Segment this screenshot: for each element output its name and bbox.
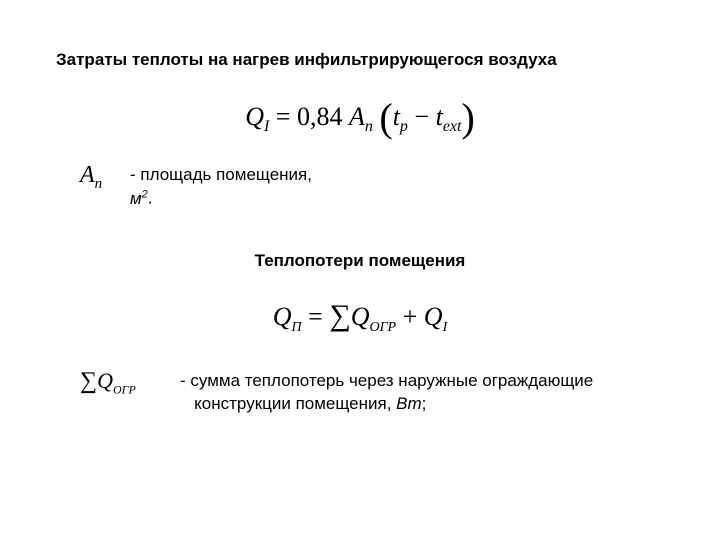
- def-area-unit-post: .: [148, 189, 153, 208]
- def-sum-line1: сумма теплопотерь через наружные огражда…: [190, 371, 593, 390]
- def-sum-unit: Вт: [396, 394, 422, 413]
- f2-q2sub: I: [443, 320, 448, 335]
- formula-infiltration: QI = 0,84 Aп (tp − text): [56, 98, 664, 138]
- def-area-text: - площадь помещения, м2.: [130, 162, 312, 211]
- definition-sum-enclosure: ∑QОГР - сумма теплопотерь через наружные…: [56, 368, 664, 416]
- def-sum-line2-post: ;: [422, 394, 427, 413]
- f2-lhs-sub: П: [292, 320, 302, 335]
- def-area-unit-pre: м: [130, 189, 142, 208]
- def-a-sub: п: [95, 176, 103, 192]
- def-area-symbol: Aп: [80, 162, 130, 193]
- fq-t2sub: ext: [443, 118, 462, 135]
- fq-minus: −: [408, 102, 436, 131]
- f2-lhs: Q: [273, 302, 292, 331]
- def-sum-var: Q: [97, 368, 113, 393]
- f2-q1: Q: [351, 302, 370, 331]
- fq-var: Q: [245, 102, 264, 131]
- def-sum-dash: -: [180, 371, 190, 390]
- fq-rp: ): [461, 95, 474, 140]
- fq-a: A: [349, 102, 365, 131]
- def-sum-line2-pre: конструкции помещения,: [194, 394, 396, 413]
- fq-t1: t: [393, 102, 400, 131]
- def-sum-symbol: ∑QОГР: [80, 368, 176, 397]
- f2-q1sub: ОГР: [369, 320, 396, 335]
- def-sum-sigma: ∑: [80, 368, 97, 394]
- def-area-line1: - площадь помещения,: [130, 165, 312, 184]
- fq-lp: (: [379, 95, 392, 140]
- def-sum-sub: ОГР: [113, 382, 136, 396]
- fq-coeff: 0,84: [297, 102, 349, 131]
- fq-eq: =: [269, 102, 297, 131]
- f2-plus: +: [396, 302, 424, 331]
- fq-asub: п: [365, 118, 373, 135]
- fq-t1sub: p: [400, 118, 408, 135]
- definition-area: Aп - площадь помещения, м2.: [56, 162, 664, 211]
- f2-eq: =: [302, 302, 330, 331]
- def-a-var: A: [80, 162, 95, 188]
- heading-heatloss: Теплопотери помещения: [56, 251, 664, 271]
- def-sum-text: - сумма теплопотерь через наружные ограж…: [176, 368, 593, 416]
- formula-heatloss: QП = ∑QОГР + QI: [56, 299, 664, 336]
- heading-infiltration: Затраты теплоты на нагрев инфильтрирующе…: [56, 50, 664, 70]
- f2-sum: ∑: [329, 299, 350, 332]
- f2-q2: Q: [424, 302, 443, 331]
- fq-t2: t: [436, 102, 443, 131]
